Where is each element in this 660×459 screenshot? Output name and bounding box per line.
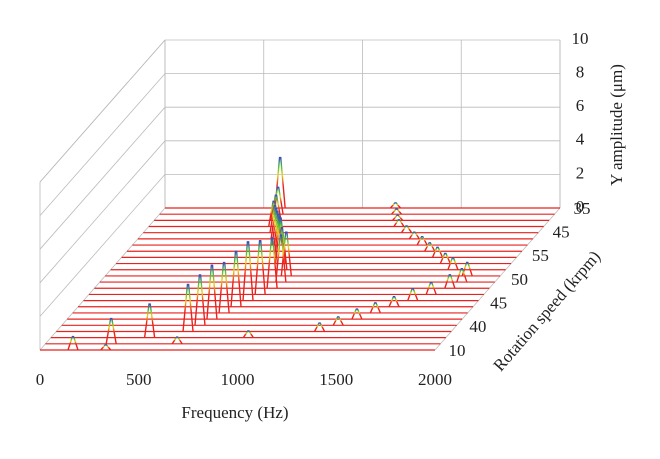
spectrum-peak — [272, 186, 284, 215]
spectrum-peak — [275, 234, 287, 283]
spectrum-peak — [392, 214, 404, 221]
floor-edge — [434, 207, 561, 351]
spectrum-peak — [389, 202, 402, 209]
spectrum-peak — [271, 210, 283, 246]
z-tick-label: 40 — [469, 317, 486, 336]
y-tick-label: 2 — [576, 163, 585, 182]
z-tick-label: 55 — [532, 246, 549, 265]
spectrum-peak — [100, 344, 112, 351]
y-tick-label: 8 — [576, 63, 585, 82]
spectrum-peak — [400, 225, 413, 234]
spectrum-peak — [67, 335, 79, 351]
spectrum-peak — [105, 317, 117, 344]
grid-line — [39, 106, 166, 250]
spectrum-peak — [425, 281, 437, 295]
spectrum-peak — [408, 231, 420, 240]
y-tick-label: 6 — [576, 96, 585, 115]
spectrum-peak — [424, 242, 436, 252]
x-tick-label: 2000 — [418, 370, 452, 389]
grid-line — [39, 39, 166, 183]
grid-line — [39, 207, 166, 351]
z-tick-label: 35 — [574, 199, 591, 218]
z-tick-label: 45 — [553, 223, 570, 242]
spectrum-peak — [388, 296, 400, 308]
spectrum-peak — [461, 261, 473, 277]
spectrum-peak — [270, 194, 282, 221]
y-tick-label: 4 — [576, 130, 585, 149]
y-axis-title: Y amplitude (μm) — [607, 64, 626, 186]
z-tick-label: 50 — [511, 270, 528, 289]
spectrum-peak — [407, 288, 419, 301]
spectrum-peak — [416, 235, 428, 246]
spectrum-peak — [182, 283, 194, 332]
grid-line — [39, 73, 166, 216]
z-tick-label: 45 — [490, 294, 507, 313]
axes-box — [39, 39, 561, 351]
x-axis-title: Frequency (Hz) — [181, 403, 288, 422]
spectrum-peak — [143, 303, 156, 338]
spectrum-peak — [369, 302, 382, 314]
z-tick-label: 10 — [449, 341, 466, 360]
spectrum-peak — [218, 261, 230, 314]
x-tick-label: 500 — [126, 370, 152, 389]
spectrum-peak — [242, 241, 254, 301]
y-tick-label: 0 — [576, 197, 585, 216]
x-tick-label: 1000 — [221, 370, 255, 389]
spectrum-peak — [439, 252, 451, 264]
x-tick-label: 0 — [36, 370, 45, 389]
grid-line — [39, 174, 166, 317]
spectrum-peak — [242, 330, 254, 339]
y-tick-label: 10 — [572, 29, 589, 48]
spectrum-peak — [266, 237, 278, 289]
spectrum-peak — [456, 267, 468, 283]
spectrum-peak — [351, 308, 363, 320]
slices — [40, 156, 560, 351]
spectrum-peak — [206, 264, 218, 320]
spectrum-peak — [391, 208, 403, 215]
x-tick-label: 1500 — [319, 370, 353, 389]
spectrum-peak — [171, 336, 183, 345]
spectrum-peak — [194, 274, 206, 326]
spectrum-peak — [393, 219, 405, 227]
spectrum-peak — [313, 322, 326, 332]
spectrum-peak — [274, 156, 286, 209]
spectrum-peak — [447, 257, 459, 270]
spectrum-peak — [332, 316, 344, 326]
spectrum-peak — [230, 250, 242, 307]
spectrum-peak — [444, 274, 456, 289]
spectrum-peak — [254, 239, 266, 295]
spectrum-peak — [431, 246, 444, 258]
grid-line — [39, 140, 166, 284]
